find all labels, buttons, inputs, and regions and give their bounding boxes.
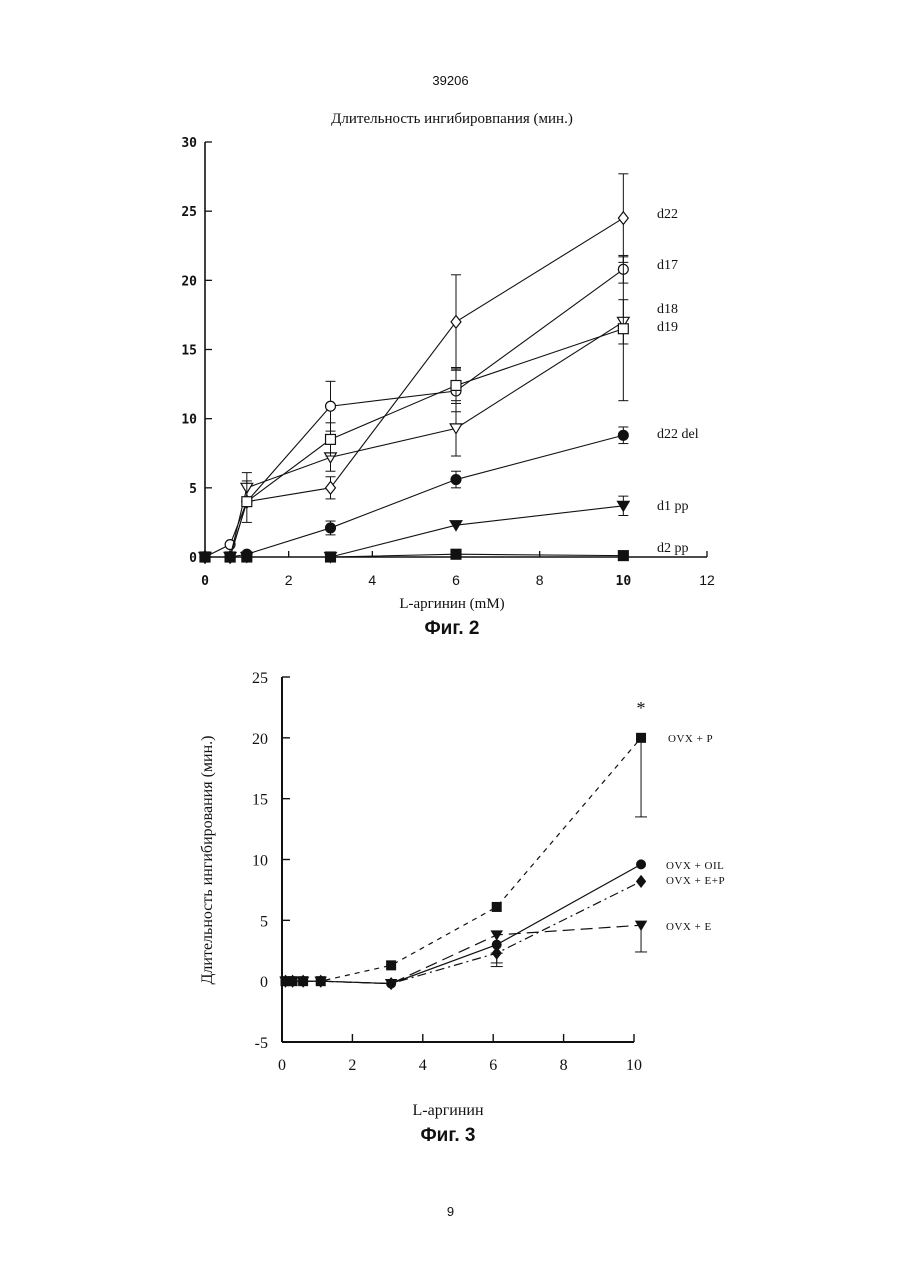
- fig2-series-label: d2 pp: [657, 541, 689, 556]
- fig2-series-label: d17: [657, 258, 678, 273]
- fig3-x-tick-label: 10: [626, 1057, 642, 1074]
- fig3-x-tick-label: 4: [419, 1057, 427, 1074]
- fig2-x-label: L-аргинин (mM): [399, 596, 504, 612]
- figure-canvas: Длительность ингибировпания (мин.) 0 5 10 15…: [0, 0, 901, 1273]
- fig2-point: [326, 523, 336, 533]
- fig3-y-label: Длительность ингибирования (мин.): [199, 736, 216, 985]
- fig3-y-tick-label: 25: [252, 670, 268, 687]
- fig2-x-tick-label: 2: [285, 572, 293, 588]
- fig3-point: [637, 733, 646, 742]
- fig3-y-tick-label: 0: [260, 974, 268, 991]
- fig2-point: [618, 212, 628, 225]
- fig3-series-line: [286, 881, 642, 983]
- fig2-series-line: [205, 218, 623, 557]
- fig2-y-tick-label: 10: [181, 413, 197, 428]
- fig3-point: [637, 876, 646, 887]
- fig2-y-tick-label: 20: [181, 274, 197, 289]
- fig3-y-tick-label: -5: [255, 1035, 268, 1052]
- fig3-x-tick-label: 8: [560, 1057, 568, 1074]
- fig2-point: [242, 552, 252, 562]
- fig3-x-tick-label: 2: [348, 1057, 356, 1074]
- page-number-bottom: 9: [0, 1204, 901, 1219]
- fig2-y-tick-label: 15: [181, 344, 197, 359]
- fig2-point: [450, 521, 462, 531]
- fig2-series-line: [205, 329, 623, 557]
- fig2-series-line: [205, 322, 623, 557]
- fig3-point: [492, 931, 502, 940]
- fig3-series-label: OVX + E+P: [666, 875, 725, 887]
- fig2-y-tick-label: 5: [189, 482, 197, 497]
- fig2-x-tick-label: 10: [616, 574, 632, 589]
- fig3-y-tick-label: 15: [252, 792, 268, 809]
- fig3-series-line: [286, 864, 642, 983]
- fig2-series-line: [205, 435, 623, 557]
- fig3-y-tick-label: 5: [260, 913, 268, 930]
- fig2-y-tick-label: 30: [181, 136, 197, 151]
- fig3-series-line: [286, 738, 642, 981]
- fig3-x-label: L-аргинин: [412, 1102, 483, 1119]
- fig2-point: [326, 434, 336, 444]
- fig2-y-tick-label: 0: [189, 551, 197, 566]
- fig3-point: [387, 961, 396, 970]
- fig3-y-tick-label: 10: [252, 853, 268, 870]
- fig3-series-label: OVX + OIL: [666, 860, 724, 872]
- fig3-series-label: OVX + E: [666, 921, 712, 933]
- fig2-series-label: d19: [657, 320, 678, 335]
- fig2-title: Длительность ингибировпания (мин.): [331, 111, 573, 127]
- fig3-point: [492, 903, 501, 912]
- fig3-x-tick-label: 6: [489, 1057, 497, 1074]
- fig3-series-label: OVX + P: [668, 733, 713, 745]
- fig2-point: [225, 552, 235, 562]
- fig3-y-tick-label: 20: [252, 731, 268, 748]
- fig2-series-label: d22 del: [657, 427, 699, 442]
- fig2-point: [242, 497, 252, 507]
- fig2-point: [618, 430, 628, 440]
- fig2-series-line: [205, 269, 623, 557]
- fig2-point: [451, 549, 461, 559]
- fig2-caption: Фиг. 2: [424, 618, 479, 639]
- fig3-point: [637, 860, 646, 869]
- fig3-caption: Фиг. 3: [420, 1125, 475, 1146]
- fig2-series-label: d1 pp: [657, 499, 689, 514]
- fig2-series-line: [205, 506, 623, 557]
- fig3-series-line: [286, 925, 642, 983]
- fig3-plot: [280, 677, 647, 1042]
- fig3-x-tick-label: 0: [278, 1057, 286, 1074]
- fig2-point: [618, 324, 628, 334]
- fig2-point: [326, 552, 336, 562]
- fig2-point: [618, 551, 628, 561]
- fig2-x-tick-label: 6: [452, 572, 460, 588]
- fig2-x-tick-label: 0: [201, 574, 209, 589]
- fig2-y-tick-label: 25: [181, 205, 197, 220]
- fig2-point: [326, 401, 336, 411]
- fig2-plot: [199, 142, 707, 563]
- fig2-series-label: d18: [657, 302, 678, 317]
- fig2-point: [451, 381, 461, 391]
- fig2-point: [200, 552, 210, 562]
- fig2-series-label: d22: [657, 207, 678, 222]
- fig3-significance-marker: *: [637, 698, 646, 718]
- fig2-x-tick-label: 12: [699, 572, 715, 588]
- fig2-x-tick-label: 8: [536, 572, 544, 588]
- fig2-x-tick-label: 4: [368, 572, 376, 588]
- fig2-point: [451, 475, 461, 485]
